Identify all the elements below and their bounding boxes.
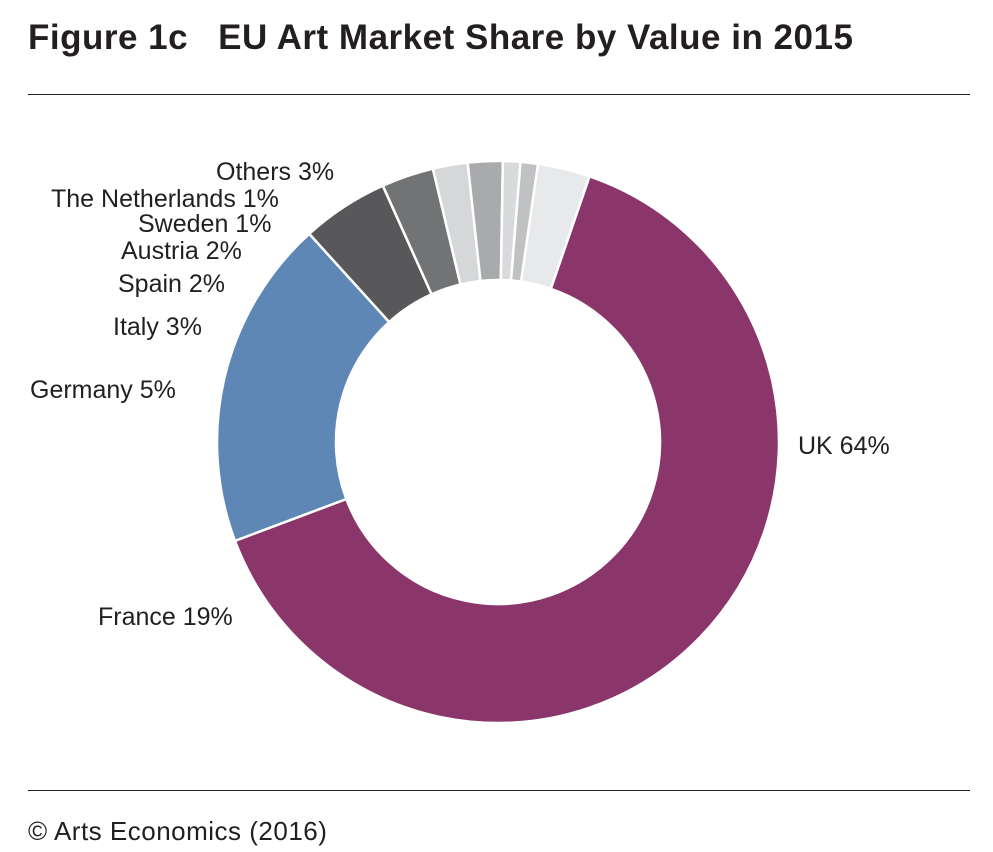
source-credit: © Arts Economics (2016) xyxy=(28,816,328,846)
label-italy: Italy 3% xyxy=(113,313,202,341)
slice-others xyxy=(519,162,591,291)
label-germany: Germany 5% xyxy=(30,376,176,404)
figure-title: Figure 1c EU Art Market Share by Value in… xyxy=(28,18,853,58)
figure-title-text: EU Art Market Share by Value in 2015 xyxy=(218,18,854,57)
label-austria: Austria 2% xyxy=(121,237,242,265)
slice-uk xyxy=(233,175,781,725)
label-others: Others 3% xyxy=(216,158,334,186)
top-rule xyxy=(28,94,970,95)
label-uk: UK 64% xyxy=(798,432,890,460)
bottom-rule xyxy=(28,790,970,791)
label-spain: Spain 2% xyxy=(118,270,225,298)
label-sweden: Sweden 1% xyxy=(138,210,271,238)
label-france: France 19% xyxy=(98,603,233,631)
label-the-netherlands: The Netherlands 1% xyxy=(51,185,279,213)
donut-slices xyxy=(215,159,781,725)
slice-france xyxy=(215,232,391,543)
slice-labels: UK 64% France 19% Germany 5% Italy 3% Spain … xyxy=(30,158,890,631)
figure-number: Figure 1c xyxy=(28,18,189,57)
